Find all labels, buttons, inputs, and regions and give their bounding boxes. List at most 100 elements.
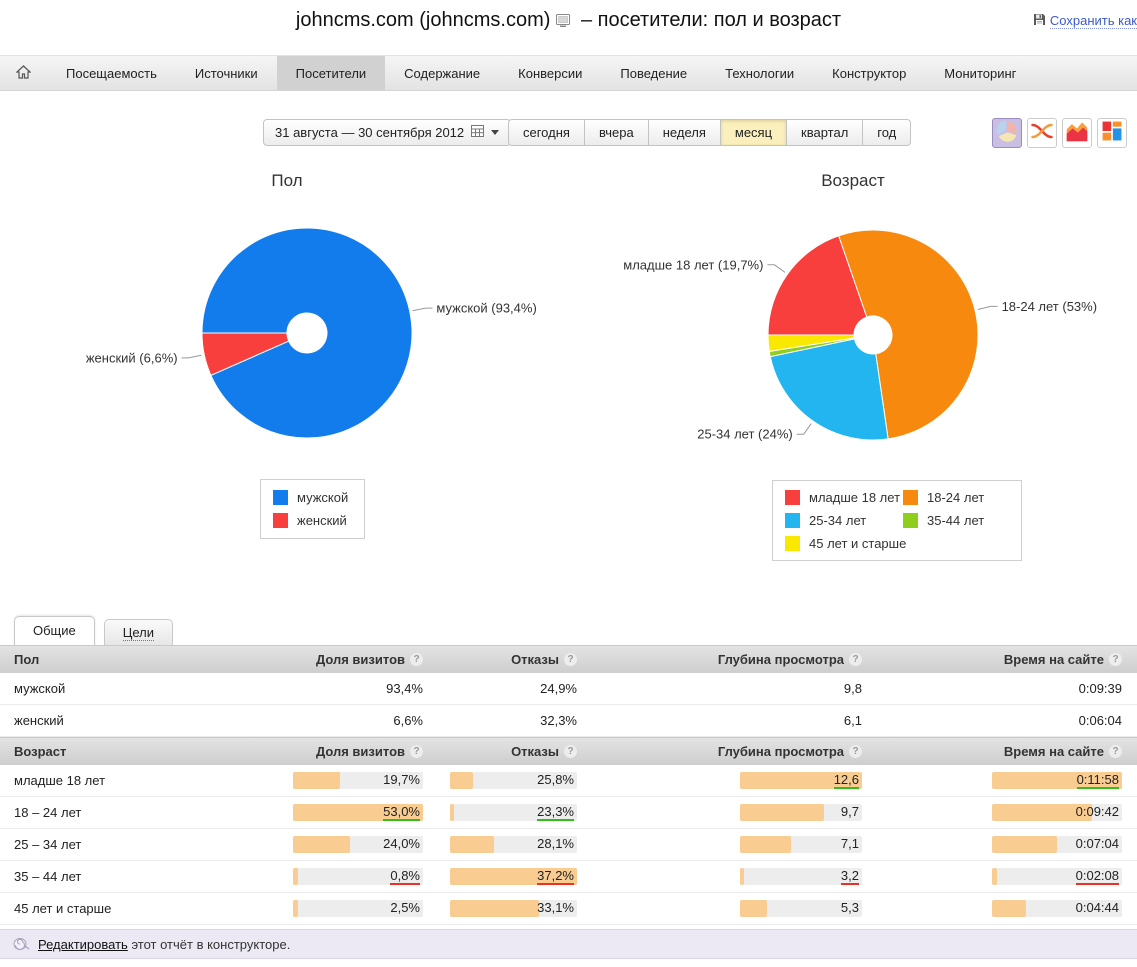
metric-cell: 19,7%	[292, 772, 423, 789]
row-label: 45 лет и старше	[0, 901, 292, 916]
metric-value: 6,1	[844, 713, 862, 728]
column-header-label: Глубина просмотра	[718, 652, 844, 667]
metric-value: 23,3%	[537, 804, 574, 821]
metric-value: 32,3%	[540, 713, 577, 728]
nav-item-content[interactable]: Содержание	[385, 56, 499, 90]
legend-item-35-44[interactable]: 35-44 лет	[903, 513, 1011, 528]
table-row: 25 – 34 лет 24,0% 28,1% 7,1 0:07:04	[0, 829, 1137, 861]
legend-swatch	[785, 536, 800, 551]
nav-item-monitoring[interactable]: Мониторинг	[925, 56, 1035, 90]
nav-item-visitors[interactable]: Посетители	[277, 56, 386, 90]
period-year[interactable]: год	[862, 119, 911, 146]
legend-swatch	[273, 513, 288, 528]
metric-cell: 53,0%	[292, 804, 423, 821]
area-chart-icon	[1065, 119, 1089, 148]
page-title: johncms.com (johncms.com) – посетители: …	[0, 9, 1137, 33]
metric-cell: 2,5%	[292, 900, 423, 917]
metric-bar-fill	[293, 772, 340, 789]
legend-label: 35-44 лет	[927, 513, 984, 528]
metric-bar: 7,1	[740, 836, 862, 853]
row-label: 25 – 34 лет	[0, 837, 292, 852]
pie-slice-label: младше 18 лет (19,7%)	[623, 257, 763, 272]
nav-item-sources[interactable]: Источники	[176, 56, 277, 90]
legend-swatch	[273, 490, 288, 505]
period-quarter[interactable]: квартал	[786, 119, 863, 146]
nav-item-constructor[interactable]: Конструктор	[813, 56, 925, 90]
floppy-icon	[1033, 13, 1046, 29]
metric-bar: 37,2%	[450, 868, 577, 885]
site-preview-icon[interactable]	[556, 10, 570, 33]
legend-label: 18-24 лет	[927, 490, 984, 505]
metric-value: 24,0%	[383, 836, 420, 853]
date-range-picker[interactable]: 31 августа — 30 сентября 2012	[263, 119, 511, 146]
metric-bar: 19,7%	[293, 772, 423, 789]
metric-bar-fill	[450, 836, 494, 853]
metric-cell: 32,3%	[423, 713, 577, 728]
help-icon[interactable]: ?	[1109, 745, 1122, 758]
metric-cell: 6,6%	[292, 713, 423, 728]
metric-bar: 33,1%	[450, 900, 577, 917]
metric-cell: 0:06:04	[862, 713, 1137, 728]
metric-value: 5,3	[841, 900, 859, 917]
period-today[interactable]: сегодня	[508, 119, 585, 146]
chart-type-area-button[interactable]	[1062, 118, 1092, 148]
tab-goals[interactable]: Цели	[104, 619, 173, 646]
legend-item-male[interactable]: мужской	[273, 490, 348, 505]
help-icon[interactable]: ?	[849, 653, 862, 666]
metric-cell: 23,3%	[423, 804, 577, 821]
legend-item-25-34[interactable]: 25-34 лет	[785, 513, 903, 528]
legend-item-female[interactable]: женский	[273, 513, 348, 528]
metric-bar: 53,0%	[293, 804, 423, 821]
metric-bar: 9,7	[740, 804, 862, 821]
nav-item-behavior[interactable]: Поведение	[601, 56, 706, 90]
metric-cell: 28,1%	[423, 836, 577, 853]
metric-value: 2,5%	[390, 900, 420, 917]
legend-label: 25-34 лет	[809, 513, 866, 528]
nav-item-technologies[interactable]: Технологии	[706, 56, 813, 90]
table-row: мужской93,4%24,9%9,80:09:39	[0, 673, 1137, 705]
metric-value: 93,4%	[386, 681, 423, 696]
tab-general[interactable]: Общие	[14, 616, 95, 646]
pie-label-connector	[767, 265, 785, 273]
pie-slice-25-34[interactable]	[770, 339, 888, 440]
metric-bar: 5,3	[740, 900, 862, 917]
metric-bar: 28,1%	[450, 836, 577, 853]
pie-label-connector	[797, 424, 811, 435]
metric-bar-fill	[740, 868, 744, 885]
period-week[interactable]: неделя	[648, 119, 721, 146]
chart-type-stacked-button[interactable]	[1097, 118, 1127, 148]
legend-label: женский	[297, 513, 347, 528]
help-icon[interactable]: ?	[410, 745, 423, 758]
legend-item-18-24[interactable]: 18-24 лет	[903, 490, 1011, 505]
help-icon[interactable]: ?	[410, 653, 423, 666]
report-tables: ПолДоля визитов?Отказы?Глубина просмотра…	[0, 645, 1137, 925]
metric-bar: 24,0%	[293, 836, 423, 853]
nav-item-traffic[interactable]: Посещаемость	[47, 56, 176, 90]
table-row: 35 – 44 лет0,8%37,2%3,20:02:08	[0, 861, 1137, 893]
edit-report-link[interactable]: Редактировать	[38, 937, 128, 952]
metric-value: 0:07:04	[1076, 836, 1119, 853]
period-month[interactable]: месяц	[720, 119, 787, 146]
metric-bar: 0:09:42	[992, 804, 1122, 821]
save-as-link[interactable]: Сохранить как	[1033, 13, 1137, 29]
chart-type-pie-button[interactable]	[992, 118, 1022, 148]
report-footer: Редактировать этот отчёт в конструкторе.	[0, 929, 1137, 959]
metric-value: 33,1%	[537, 900, 574, 917]
help-icon[interactable]: ?	[564, 745, 577, 758]
help-icon[interactable]: ?	[564, 653, 577, 666]
help-icon[interactable]: ?	[849, 745, 862, 758]
table-row: младше 18 лет19,7%25,8%12,60:11:58	[0, 765, 1137, 797]
period-yesterday[interactable]: вчера	[584, 119, 649, 146]
metric-value: 9,7	[841, 804, 859, 821]
metric-bar-fill	[740, 836, 791, 853]
metric-bar-fill	[992, 836, 1057, 853]
pie-slice-label: 18-24 лет (53%)	[1002, 299, 1097, 314]
metric-value: 3,2	[841, 868, 859, 885]
legend-item-45-plus[interactable]: 45 лет и старше	[785, 536, 903, 551]
help-icon[interactable]: ?	[1109, 653, 1122, 666]
nav-home[interactable]	[0, 56, 47, 90]
chart-type-lines-button[interactable]	[1027, 118, 1057, 148]
column-header-label: Доля визитов	[316, 652, 405, 667]
legend-item-under-18[interactable]: младше 18 лет	[785, 490, 903, 505]
nav-item-conversions[interactable]: Конверсии	[499, 56, 601, 90]
